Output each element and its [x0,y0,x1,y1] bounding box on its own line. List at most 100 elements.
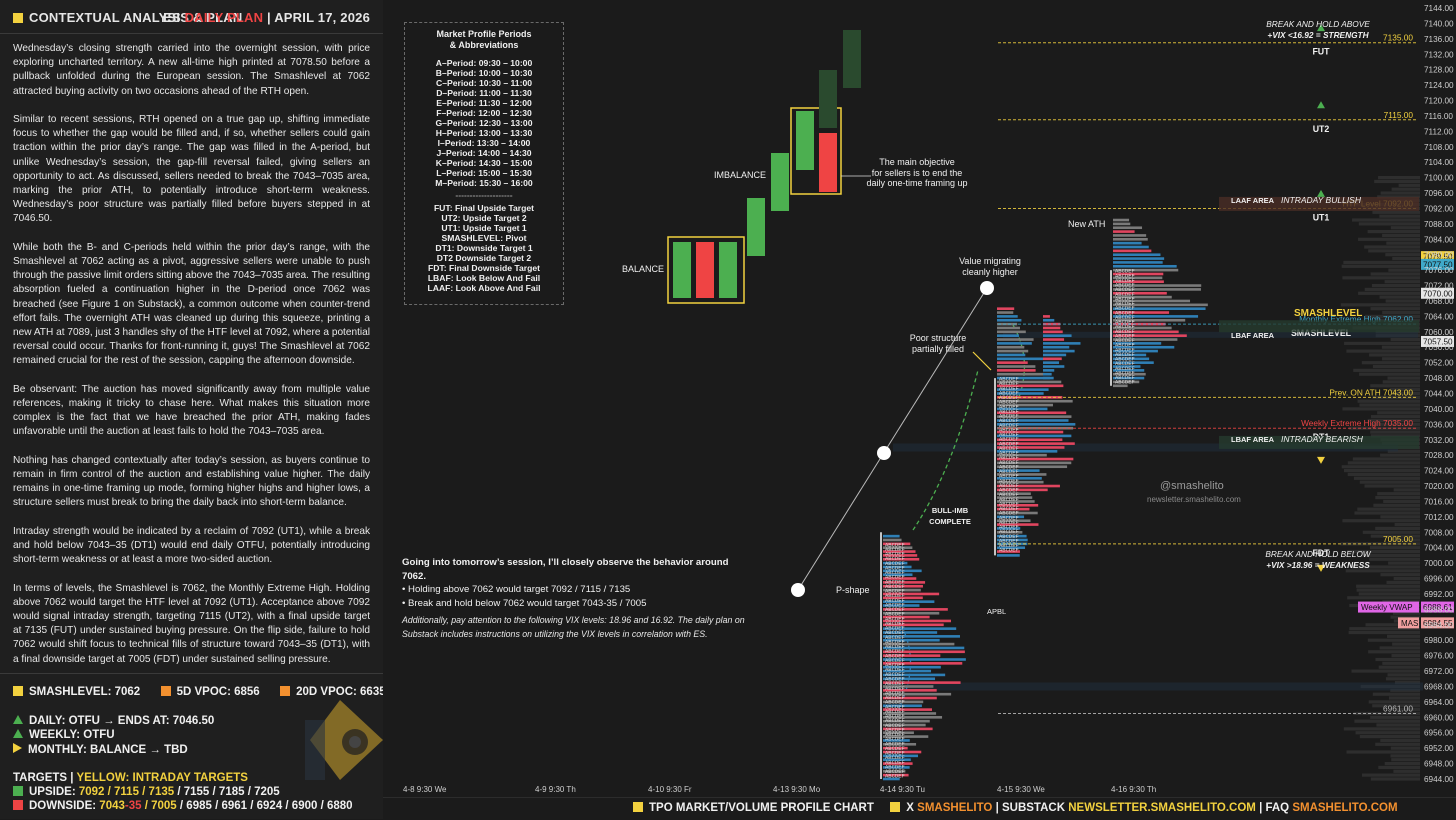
watermark-url: newsletter.smashelito.com [1147,495,1241,504]
tpo-profile-4-16 [1113,299,1191,303]
tpo-profile-4-14 [883,542,911,546]
tpo-profile-4-15 [997,322,1018,326]
legend-period-5: F–Period: 12:00 – 12:30 [436,107,532,118]
price-tick-label: 7012.00 [1424,513,1454,522]
tpo-profile-4-15 [997,484,1060,488]
price-tick-label: 7128.00 [1424,66,1454,75]
tpo-letters: ABCDEF [885,708,905,715]
tpo-letters: ABCDEF [885,736,905,743]
tpo-profile-4-15 [997,419,1069,422]
tpo-profile-4-14 [883,777,900,781]
volume-bar [1342,407,1420,411]
tpo-profile-overnight [1043,353,1067,357]
tpo-letters: ABCDEF [885,569,905,576]
upside-label: UPSIDE: [29,786,76,798]
tpo-letters: ABCDEF [885,588,905,595]
legend-abbreviations: FUT: Final Upside Target UT2: Upside Targ… [405,203,563,293]
price-tick-label: 7024.00 [1424,467,1454,476]
footer-x-label: X [906,802,914,814]
tpo-profile-4-16 [1113,303,1208,307]
price-tick-label: 7136.00 [1424,35,1454,44]
tpo-letters: ABCDEF [885,583,905,590]
volume-bar [1357,507,1420,511]
balance-candle [719,242,737,298]
tpo-profile-4-14 [883,746,908,750]
volume-bar [1390,226,1420,230]
tpo-letters: ABCDEF [999,445,1019,452]
tpo-profile-4-14 [883,704,922,708]
chart-canvas: ABCDEFABCDEFABCDEFABCDEFABCDEFABCDEFABCD… [403,4,1454,794]
footer-x-handle[interactable]: SMASHELITO [917,802,993,814]
legend-period-12: M–Period: 15:30 – 16:00 [435,177,533,188]
footer-chart-label: TPO MARKET/VOLUME PROFILE CHART [649,802,874,814]
tpo-profile-4-15 [997,492,1031,496]
header-square-icon [13,13,23,23]
tpo-profile-4-15 [997,311,1014,314]
level-name-label: UT2 [1313,124,1330,134]
price-tick-label: 7044.00 [1424,390,1454,399]
tpo-letters: ABCDEF [999,537,1019,544]
tpo-profile-overnight [1043,369,1055,372]
note-bullet-2: • Break and hold below 7062 would target… [402,597,647,609]
targets-yellow-label: YELLOW: INTRADAY TARGETS [76,772,248,784]
price-tick-label: 7072.00 [1424,282,1454,291]
paragraph-6: Intraday strength would be indicated by … [13,525,370,566]
tpo-profile-4-14 [883,662,963,665]
price-tag-name-bg [1358,601,1419,613]
monthly-status: MONTHLY: BALANCE → TBD [13,743,188,756]
volume-bar [1385,253,1420,257]
volume-bar [1391,187,1420,191]
tpo-profile-overnight [1043,372,1052,376]
price-tick-label: 7092.00 [1424,204,1454,213]
volume-bar [1358,222,1420,226]
price-tick-label: 6976.00 [1424,652,1454,661]
footer-substack-label: SUBSTACK [1001,802,1066,814]
bull-imb-annotation: BULL-IMB COMPLETE [925,506,975,527]
tpo-letters: ABCDEF [1115,356,1135,363]
bull-line-2: COMPLETE [929,516,971,526]
tpo-profile-4-15 [997,500,1035,503]
lbaf-area [1219,320,1419,333]
volume-bar [1386,241,1420,245]
price-tick-label: 7104.00 [1424,158,1454,167]
tpo-profile-4-16 [1113,326,1172,330]
tpo-profile-4-14 [883,735,929,738]
value-migration-dot [877,446,891,460]
balance-label: BALANCE [622,264,665,274]
tpo-profile-4-15 [997,326,1020,330]
tpo-letters: ABCDEF [999,385,1019,392]
legend-abbr-7: LBAF: Look Below And Fail [427,272,541,283]
tpo-profile-4-14 [883,534,900,538]
volume-bar [1342,276,1420,280]
volume-bar [1390,388,1420,392]
level-name-label: UT1 [1313,212,1330,222]
balance-candle [696,242,714,298]
footer-substack-link[interactable]: NEWSLETTER.SMASHELITO.COM [1068,802,1256,814]
tpo-letters: ABCDEF [885,662,905,669]
volume-bar [1370,272,1420,276]
volume-bar [1384,761,1420,766]
footer-square-icon [633,802,643,812]
volume-bar [1359,372,1420,376]
time-tick-label: 4-8 9:30 We [403,785,447,794]
tpo-profile-4-15 [997,554,1020,557]
tpo-profile-4-15 [997,388,1049,391]
legend-abbr-8: LAAF: Look Above And Fail [427,282,541,293]
time-tick-label: 4-10 9:30 Fr [648,785,692,794]
tpo-letters: ABCDEF [999,505,1019,512]
tpo-profile-4-15 [997,511,1038,515]
volume-bar [1390,538,1420,542]
tpo-profile-4-15 [997,334,1019,337]
footer-faq-link[interactable]: SMASHELITO.COM [1292,802,1398,814]
volume-bar [1380,191,1420,195]
volume-bar [1341,264,1420,268]
price-tick-label: 7100.00 [1424,174,1454,183]
tpo-profile-4-16 [1113,342,1162,345]
tpo-profile-overnight [1043,342,1081,345]
tpo-profile-4-14 [883,654,941,657]
tpo-profile-4-16 [1113,291,1167,295]
paragraph-1: Wednesday’s closing strength carried int… [13,43,370,97]
tpo-letters: ABCDEF [999,528,1019,535]
level-price-label: 7005.00 [1383,534,1413,544]
future-candle [819,70,837,128]
